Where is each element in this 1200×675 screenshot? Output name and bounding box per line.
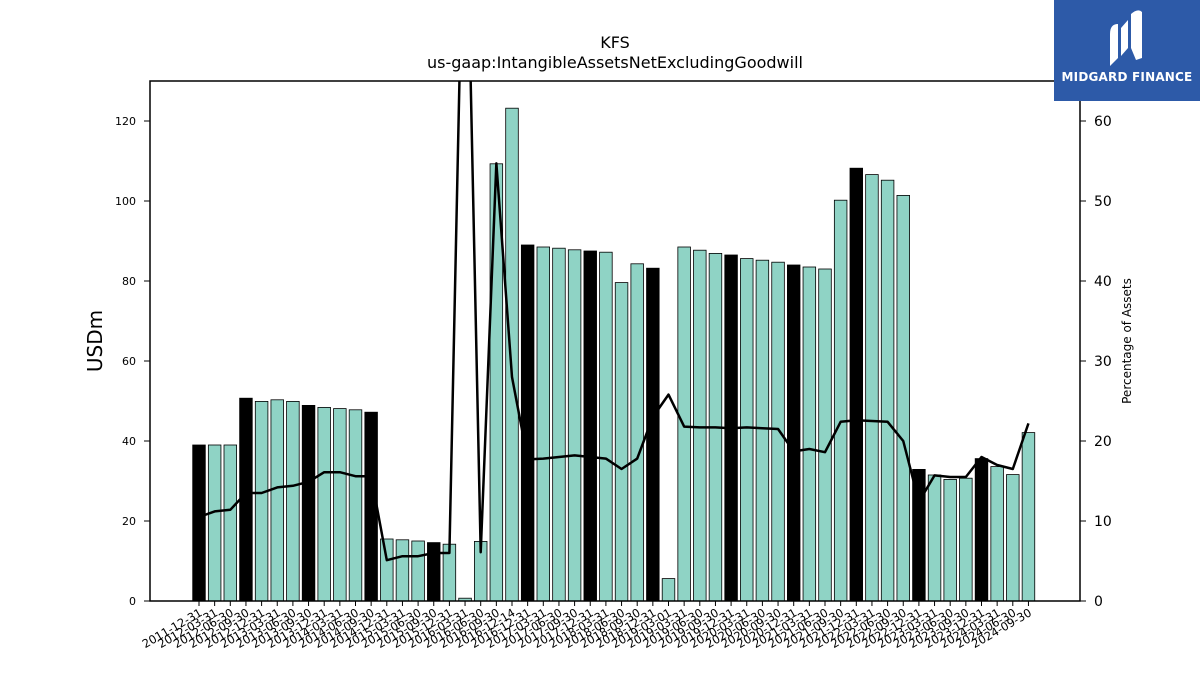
bar-2023-06-30	[943, 478, 957, 602]
bar-2020-03-31	[740, 258, 754, 602]
y2-tick-label: 50	[1094, 194, 1112, 210]
bar-2016-12-14	[505, 107, 519, 602]
bar-2024-09-30	[1021, 432, 1036, 602]
bar-2021-03-31	[802, 266, 817, 602]
bar-2018-09-30	[630, 263, 644, 602]
y-tick-label: 80	[122, 275, 136, 288]
y-tick-label: 60	[122, 355, 136, 368]
bar-2012-09-30	[239, 397, 253, 602]
bar-2023-03-31	[927, 474, 942, 602]
y-axis-label: USDm	[83, 310, 107, 372]
left-axis: 0 20 40 60 80 100 120	[115, 115, 150, 608]
bar-2015-06-30	[411, 540, 425, 602]
bar-2012-12-31	[254, 400, 269, 602]
bar-2019-06-30	[693, 249, 707, 602]
bar-2014-03-31	[333, 408, 347, 602]
bar-2015-03-31	[395, 539, 410, 602]
y2-tick-label: 10	[1094, 514, 1112, 530]
bar-2017-06-30	[552, 247, 566, 602]
y2-tick-label: 0	[1094, 594, 1103, 610]
bar-2012-03-31	[207, 444, 222, 602]
bars	[192, 107, 1036, 602]
y2-tick-label: 20	[1094, 434, 1112, 450]
bar-2018-12-31	[646, 267, 660, 602]
bar-2016-12-31	[520, 244, 535, 602]
y-tick-label: 120	[115, 115, 136, 128]
y-tick-label: 100	[115, 195, 136, 208]
bar-2020-09-30	[771, 261, 785, 602]
bar-2014-12-31	[380, 538, 394, 602]
bar-2017-03-31	[536, 246, 551, 602]
bar-2015-09-30	[427, 542, 441, 602]
y-tick-label: 20	[122, 515, 136, 528]
y2-tick-label: 40	[1094, 274, 1112, 290]
bar-2017-12-31	[583, 250, 597, 602]
chart-title: KFS	[600, 33, 630, 52]
bar-2012-06-30	[223, 444, 238, 602]
bar-2020-12-31	[787, 264, 801, 602]
bar-2022-03-31	[865, 174, 879, 602]
bar-2011-12-31	[192, 444, 206, 602]
bar-2013-09-30	[301, 404, 316, 602]
bar-2021-12-31	[849, 167, 864, 602]
y-tick-label: 40	[122, 435, 136, 448]
bar-2023-12-31	[974, 458, 989, 602]
chart-subtitle: us-gaap:IntangibleAssetsNetExcludingGood…	[427, 53, 803, 72]
bar-2022-06-30	[880, 179, 895, 602]
y2-tick-label: 60	[1094, 114, 1112, 130]
series-line-0	[198, 81, 1030, 562]
bar-2023-09-30	[959, 477, 973, 602]
bar-2019-03-01	[661, 578, 676, 602]
plot-frame	[149, 80, 1081, 602]
bar-2013-12-31	[317, 406, 331, 602]
midgard-logo-icon	[1110, 10, 1142, 66]
bar-2018-06-30	[614, 282, 629, 602]
bar-2018-03-31	[599, 251, 613, 602]
brand-name: MIDGARD FINANCE	[1061, 70, 1193, 84]
x-axis: 2011-12-312012-03-312012-06-302012-09-30…	[140, 601, 1034, 651]
bar-2014-06-30	[348, 409, 363, 602]
bar-2024-03-31	[990, 466, 1004, 602]
right-axis: 0 10 20 30 40 50 60	[1080, 114, 1112, 610]
brand-logo: MIDGARD FINANCE	[1054, 0, 1200, 101]
y2-axis-label: Percentage of Assets	[1120, 278, 1134, 404]
bar-2017-09-30	[567, 249, 582, 602]
bar-2020-06-30	[755, 259, 770, 602]
bar-2013-03-31	[270, 399, 284, 602]
y2-tick-label: 30	[1094, 354, 1112, 370]
bar-2021-06-30	[818, 268, 832, 602]
line-layer	[198, 81, 1030, 562]
bar-2022-09-30	[896, 194, 910, 602]
bar-2013-06-30	[286, 400, 300, 602]
y-tick-label: 0	[129, 595, 136, 608]
bar-2021-09-30	[833, 199, 848, 602]
bar-2024-06-30	[1006, 474, 1020, 602]
